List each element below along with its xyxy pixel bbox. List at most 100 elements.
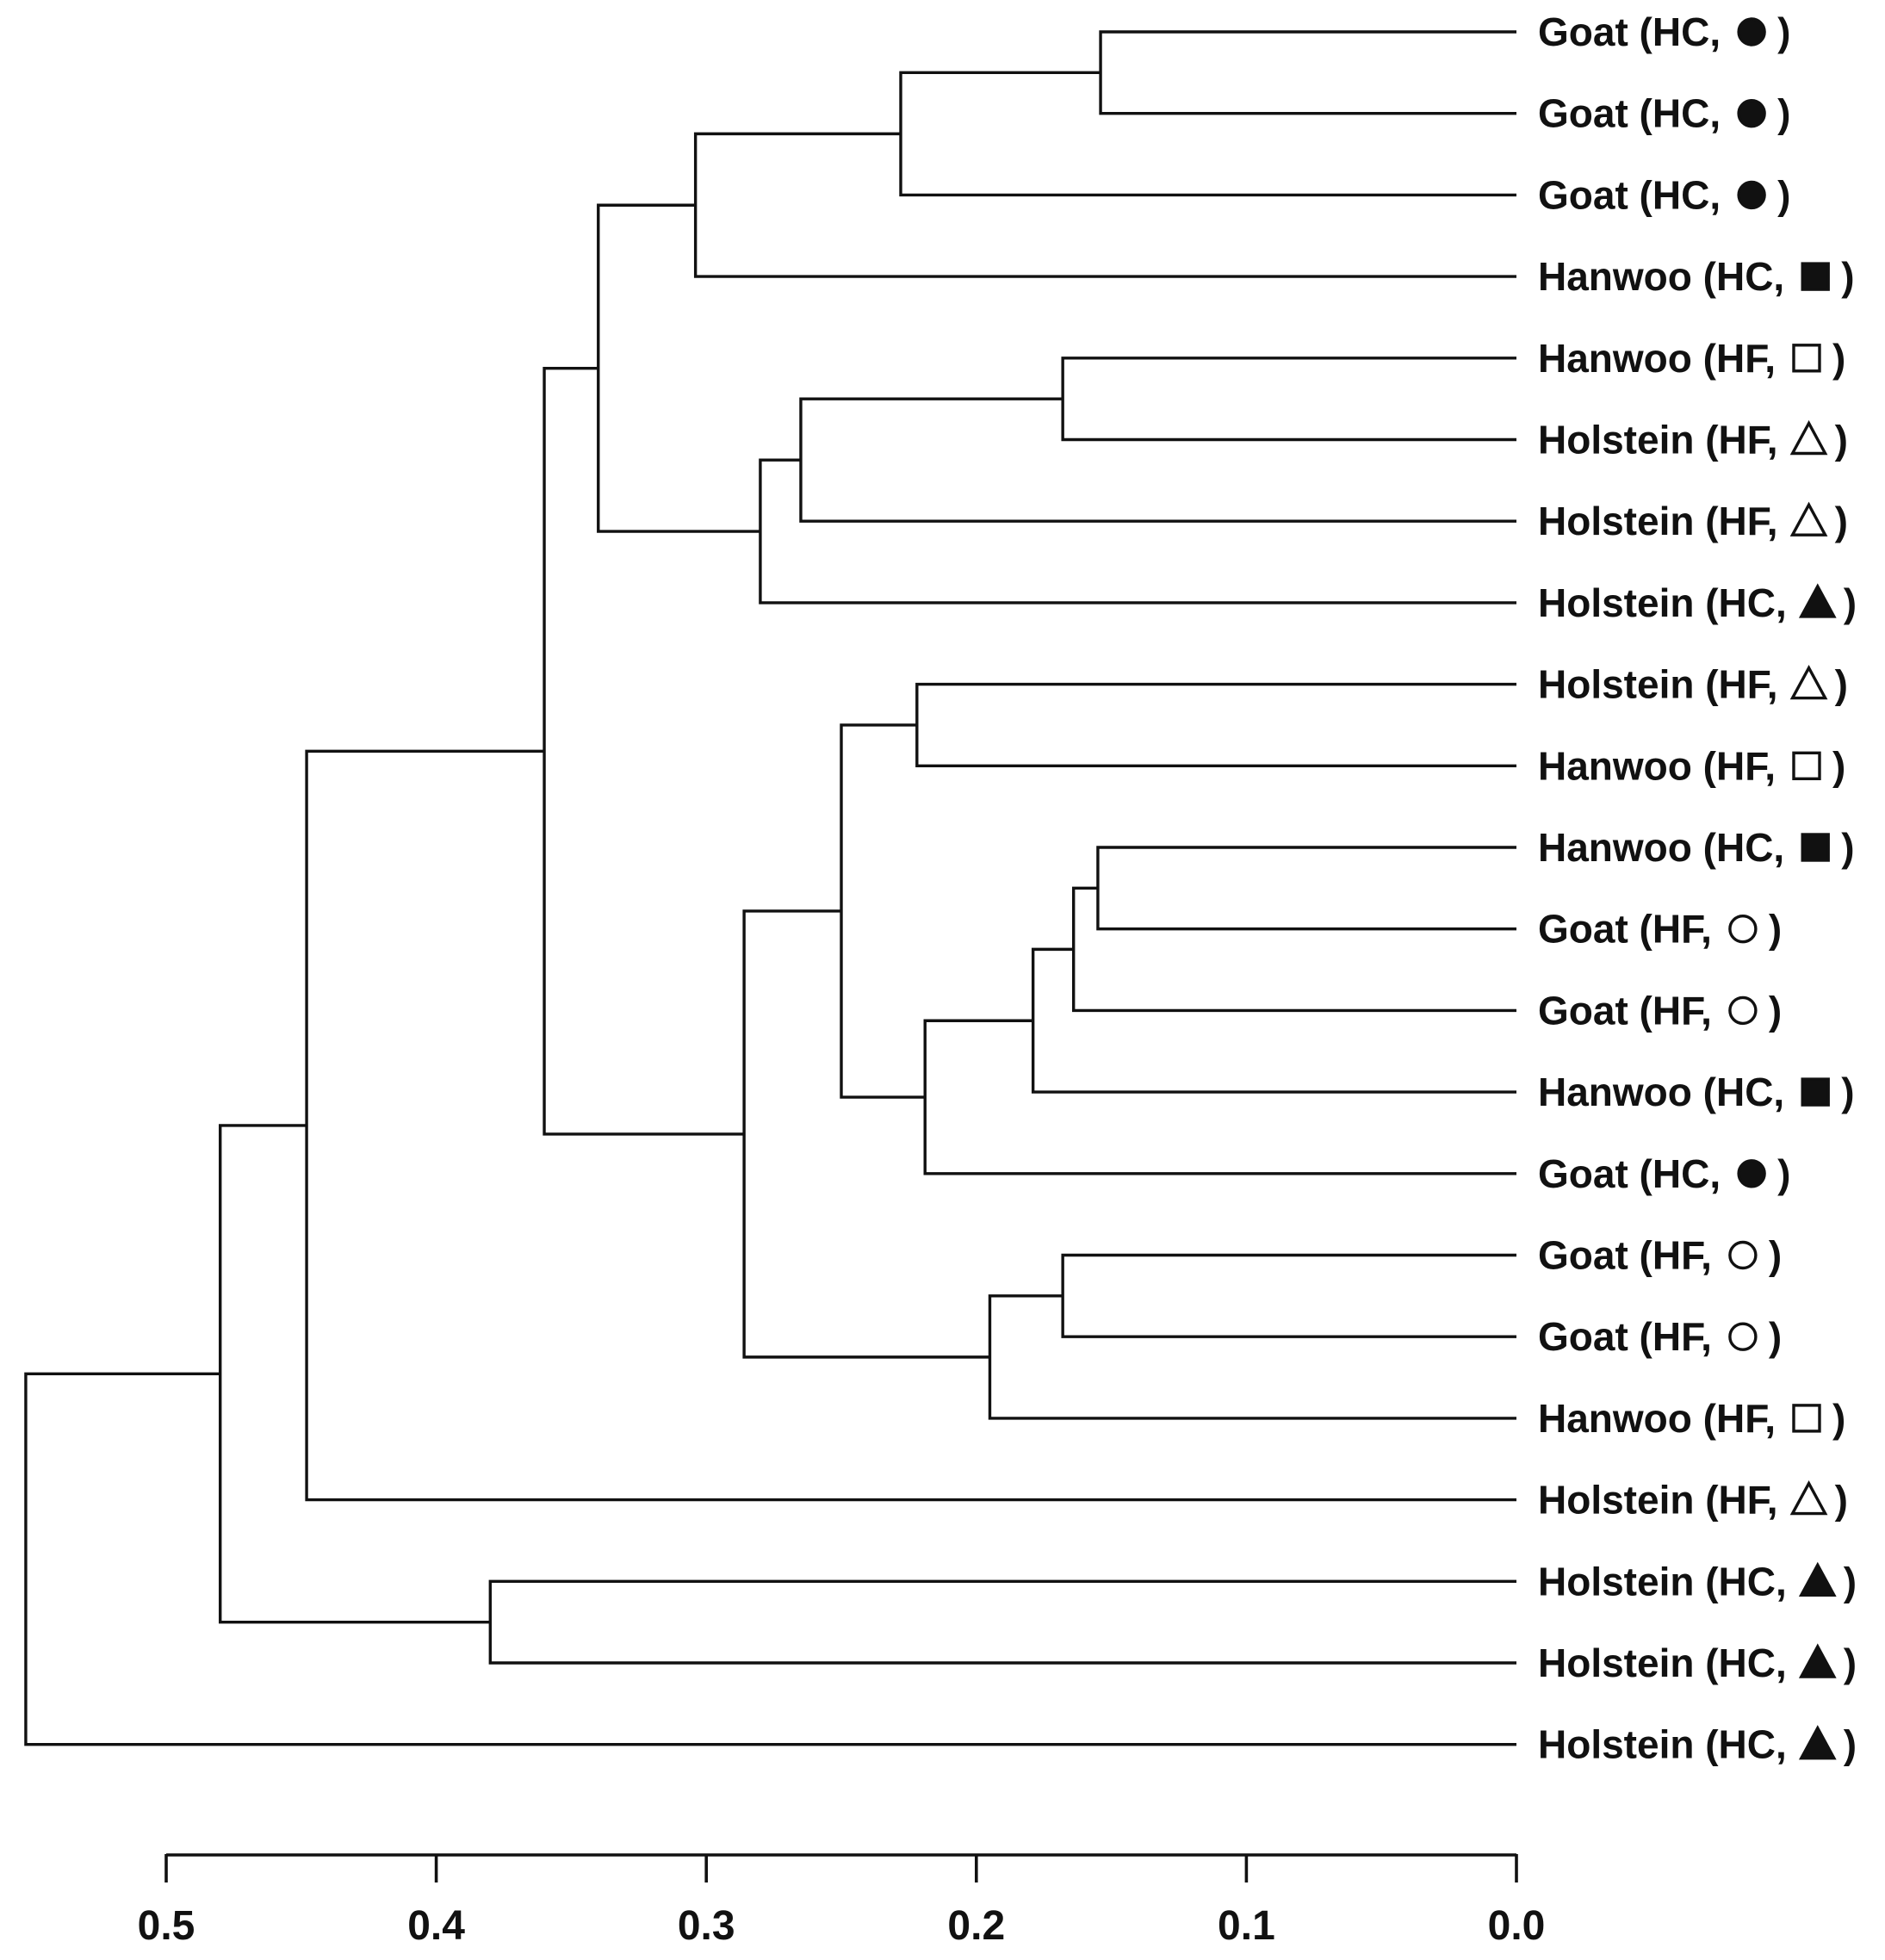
- leaf-label: Goat (HC,): [1538, 9, 1790, 54]
- leaf-close-paren: ): [1777, 172, 1790, 217]
- leaf-label: Holstein (HF,): [1538, 662, 1848, 707]
- filled-circle-marker: [1737, 17, 1766, 47]
- filled-triangle-marker: [1798, 583, 1837, 618]
- leaf-name-text: Hanwoo (HF,: [1538, 743, 1776, 788]
- branch-n19: [488, 1579, 1516, 1665]
- branch-n9: [1096, 846, 1516, 931]
- branch-n12: [923, 1019, 1516, 1175]
- leaf-label: Hanwoo (HC,): [1538, 1070, 1855, 1114]
- axis-tick-label: 0.5: [138, 1903, 195, 1949]
- branch-n15: [988, 1294, 1516, 1420]
- leaf-labels: Goat (HC,)Goat (HC,)Goat (HC,)Hanwoo (HC…: [1538, 9, 1857, 1767]
- branch-n7: [597, 203, 760, 533]
- filled-circle-marker: [1737, 98, 1766, 128]
- leaf-label: Holstein (HC,): [1538, 580, 1857, 625]
- leaf-label: Hanwoo (HC,): [1538, 254, 1855, 299]
- branch-n21: [24, 1372, 1516, 1746]
- open-circle-marker: [1728, 1240, 1758, 1270]
- leaf-label: Holstein (HF,): [1538, 499, 1848, 543]
- leaf-close-paren: ): [1844, 1722, 1857, 1767]
- filled-square-marker: [1801, 1077, 1830, 1107]
- branch-n18: [305, 749, 1516, 1502]
- branch-n8: [915, 682, 1516, 767]
- leaf-close-paren: ): [1844, 580, 1857, 625]
- axis-tick-label: 0.4: [407, 1903, 465, 1949]
- open-triangle-marker: [1789, 1480, 1828, 1516]
- leaf-label: Hanwoo (HC,): [1538, 825, 1855, 870]
- leaf-name-text: Holstein (HF,: [1538, 662, 1778, 707]
- leaf-name-text: Holstein (HF,: [1538, 1478, 1778, 1523]
- branch-n17: [543, 366, 745, 1136]
- leaf-label: Holstein (HC,): [1538, 1559, 1857, 1603]
- open-circle-marker: [1728, 914, 1758, 944]
- filled-triangle-marker: [1798, 1643, 1837, 1678]
- leaf-close-paren: ): [1777, 1151, 1790, 1196]
- open-triangle-marker: [1789, 665, 1828, 700]
- leaf-label: Hanwoo (HF,): [1538, 336, 1845, 381]
- leaf-name-text: Goat (HF,: [1538, 907, 1712, 952]
- dendrogram-branches: [24, 30, 1516, 1746]
- leaf-name-text: Goat (HC,: [1538, 9, 1721, 54]
- filled-square-marker: [1801, 262, 1830, 291]
- leaf-name-text: Hanwoo (HC,: [1538, 254, 1784, 299]
- leaf-close-paren: ): [1841, 1070, 1854, 1114]
- leaf-close-paren: ): [1835, 662, 1848, 707]
- axis-tick-label: 0.3: [678, 1903, 735, 1949]
- open-triangle-marker: [1789, 419, 1828, 456]
- leaf-label: Holstein (HF,): [1538, 418, 1848, 462]
- axis-tick-label: 0.2: [947, 1903, 1005, 1949]
- leaf-close-paren: ): [1832, 336, 1845, 381]
- branch-n20: [219, 1124, 491, 1624]
- branch-n16: [742, 909, 990, 1359]
- branch-n13: [840, 723, 926, 1099]
- leaf-close-paren: ): [1835, 418, 1848, 462]
- leaf-name-text: Goat (HF,: [1538, 988, 1712, 1033]
- leaf-close-paren: ): [1777, 91, 1790, 136]
- branch-n5: [799, 397, 1516, 523]
- open-square-marker: [1792, 751, 1821, 780]
- branch-n1: [1099, 30, 1516, 115]
- leaf-label: Goat (HF,): [1538, 988, 1782, 1033]
- leaf-close-paren: ): [1841, 254, 1854, 299]
- filled-triangle-marker: [1798, 1725, 1837, 1760]
- axis-tick-label: 0.0: [1488, 1903, 1546, 1949]
- leaf-close-paren: ): [1832, 743, 1845, 788]
- distance-axis: 0.5 0.4 0.3 0.2 0.1 0.0: [138, 1853, 1546, 1949]
- branch-n2: [899, 71, 1516, 197]
- filled-circle-marker: [1737, 180, 1766, 210]
- leaf-label: Goat (HF,): [1538, 1314, 1782, 1359]
- leaf-label: Goat (HF,): [1538, 1233, 1782, 1278]
- filled-square-marker: [1801, 833, 1830, 862]
- leaf-name-text: Holstein (HC,: [1538, 1559, 1787, 1603]
- open-square-marker: [1792, 1404, 1821, 1433]
- leaf-name-text: Goat (HF,: [1538, 1314, 1712, 1359]
- leaf-label: Holstein (HC,): [1538, 1722, 1857, 1767]
- leaf-name-text: Holstein (HC,: [1538, 580, 1787, 625]
- open-triangle-marker: [1789, 501, 1828, 537]
- leaf-close-paren: ): [1835, 1478, 1848, 1523]
- branch-n6: [759, 458, 1516, 605]
- leaf-label: Goat (HC,): [1538, 91, 1790, 136]
- leaf-name-text: Holstein (HF,: [1538, 418, 1778, 462]
- leaf-close-paren: ): [1844, 1641, 1857, 1685]
- leaf-name-text: Goat (HF,: [1538, 1233, 1712, 1278]
- leaf-close-paren: ): [1832, 1396, 1845, 1441]
- leaf-close-paren: ): [1777, 9, 1790, 54]
- leaf-close-paren: ): [1841, 825, 1854, 870]
- leaf-close-paren: ): [1769, 1233, 1782, 1278]
- leaf-name-text: Goat (HC,: [1538, 1151, 1721, 1196]
- leaf-label: Hanwoo (HF,): [1538, 1396, 1845, 1441]
- leaf-name-text: Hanwoo (HF,: [1538, 1396, 1776, 1441]
- leaf-close-paren: ): [1844, 1559, 1857, 1603]
- branch-n10: [1072, 886, 1516, 1013]
- leaf-name-text: Hanwoo (HC,: [1538, 1070, 1784, 1114]
- leaf-name-text: Goat (HC,: [1538, 172, 1721, 217]
- leaf-label: Holstein (HC,): [1538, 1641, 1857, 1685]
- leaf-name-text: Hanwoo (HF,: [1538, 336, 1776, 381]
- open-square-marker: [1792, 344, 1821, 373]
- branch-n4: [1061, 357, 1516, 442]
- leaf-name-text: Hanwoo (HC,: [1538, 825, 1784, 870]
- leaf-close-paren: ): [1769, 907, 1782, 952]
- leaf-close-paren: ): [1769, 988, 1782, 1033]
